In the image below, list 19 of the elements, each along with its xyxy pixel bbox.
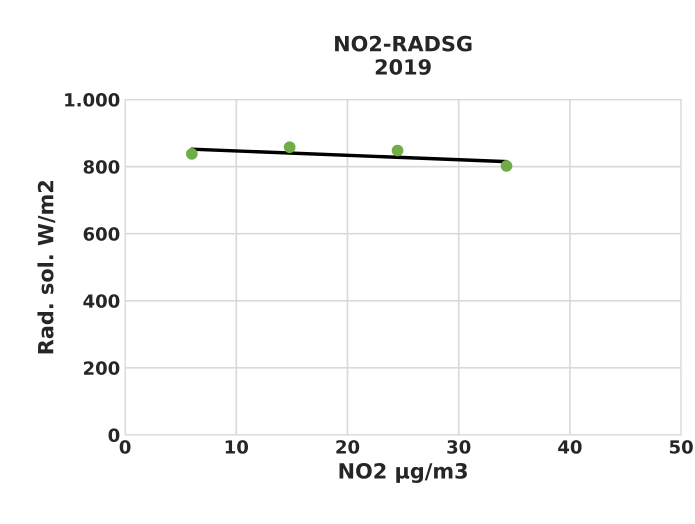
- x-tick-label: 40: [558, 440, 582, 454]
- x-tick-label: 10: [226, 440, 248, 454]
- y-tick-label: 600: [84, 227, 120, 241]
- x-tick-label: 20: [336, 440, 360, 454]
- y-tick-label: 1.000: [65, 93, 120, 107]
- chart-title: NO2-RADSG 2019: [335, 36, 472, 75]
- y-tick-label: 400: [83, 294, 120, 308]
- point: [284, 141, 296, 154]
- point: [186, 148, 198, 160]
- y-tick-label: 800: [84, 160, 120, 174]
- x-tick-label: 30: [447, 440, 470, 454]
- y-axis-title: Rad. sol. W/m2: [37, 181, 56, 354]
- point: [500, 160, 512, 172]
- y-tick-label: 0: [108, 428, 120, 442]
- x-tick-label: 50: [670, 440, 693, 454]
- x-tick-label: 0: [120, 440, 131, 454]
- y-tick-label: 200: [84, 361, 120, 375]
- point: [392, 144, 404, 156]
- x-axis-title: NO2 µg/m3: [340, 463, 467, 483]
